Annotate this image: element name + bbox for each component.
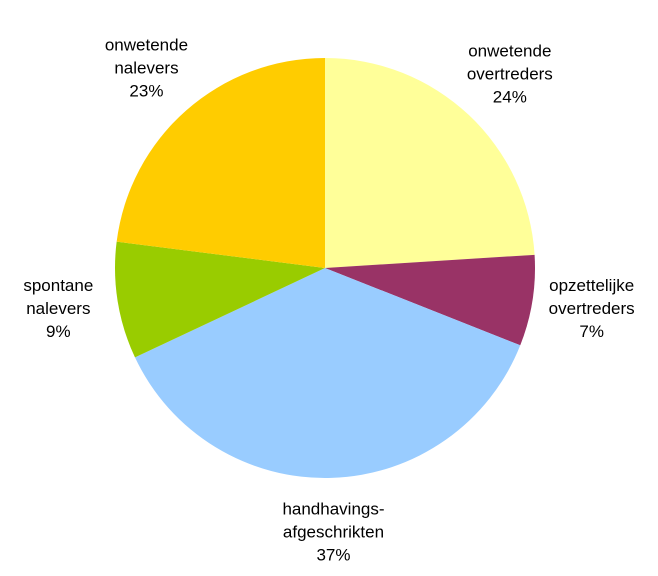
slice-label: afgeschrikten <box>283 522 384 541</box>
slice-value-label: 7% <box>579 322 604 341</box>
slice-label: opzettelijke <box>549 276 634 295</box>
pie-slice <box>115 241 326 358</box>
slice-label: handhavings- <box>282 499 384 518</box>
slice-value-label: 24% <box>493 87 527 106</box>
slice-label: nalevers <box>26 299 90 318</box>
slice-value-label: 23% <box>129 82 163 101</box>
slice-value-label: 37% <box>316 545 350 564</box>
slice-label: onwetende <box>105 36 188 55</box>
slice-label: spontane <box>23 276 93 295</box>
slice-value-label: 9% <box>46 322 71 341</box>
pie-slice <box>325 254 535 346</box>
pie-slice <box>134 268 521 478</box>
slice-label: overtreders <box>467 64 553 83</box>
pie-slice <box>325 58 535 268</box>
pie-slice <box>116 58 325 268</box>
slice-label: nalevers <box>114 59 178 78</box>
slice-label: overtreders <box>549 299 635 318</box>
slice-label: onwetende <box>468 41 551 60</box>
